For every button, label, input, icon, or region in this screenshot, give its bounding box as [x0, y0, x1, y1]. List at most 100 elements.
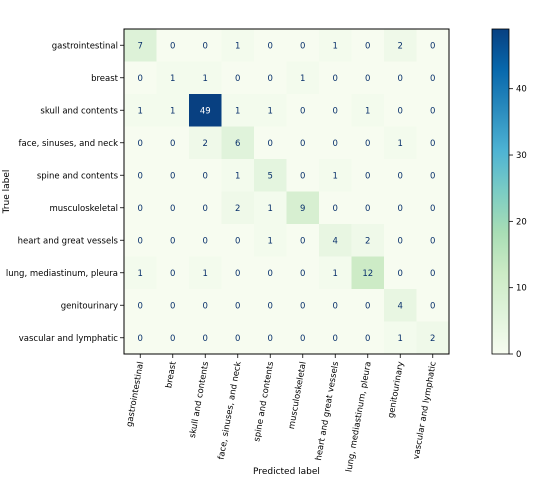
heatmap-cell — [384, 224, 417, 257]
cell-value: 0 — [138, 334, 143, 344]
cell-value: 0 — [333, 106, 338, 116]
heatmap-cell — [156, 61, 190, 95]
heatmap-cell — [254, 29, 287, 62]
cell-value: 0 — [138, 301, 143, 311]
y-tick-label: heart and great vessels — [18, 236, 119, 246]
cell-value: 0 — [268, 334, 273, 344]
heatmap-cell — [221, 61, 255, 95]
cell-value: 2 — [365, 236, 370, 246]
cell-value: 0 — [430, 171, 435, 181]
heatmap-cell — [221, 159, 255, 192]
heatmap-cell — [124, 159, 157, 192]
heatmap-cell — [156, 29, 190, 62]
cell-value: 0 — [235, 74, 240, 84]
heatmap-cell — [221, 256, 255, 290]
heatmap-cell — [351, 159, 385, 192]
cell-value: 1 — [203, 269, 208, 279]
heatmap-cell — [156, 94, 190, 127]
heatmap-cell — [351, 126, 385, 160]
y-tick-label: spine and contents — [37, 171, 119, 181]
cell-value: 0 — [138, 204, 143, 214]
heatmap-cell — [384, 321, 417, 355]
heatmap-cell — [189, 94, 222, 127]
heatmap-cell — [416, 61, 450, 95]
heatmap-cell — [221, 29, 255, 62]
cell-value: 0 — [203, 204, 208, 214]
y-tick-label: musculoskeletal — [50, 204, 119, 214]
heatmap-cell — [254, 191, 287, 225]
cell-value: 0 — [203, 334, 208, 344]
heatmap-cell — [384, 256, 417, 290]
cell-value: 0 — [203, 171, 208, 181]
cell-value: 0 — [235, 269, 240, 279]
cell-value: 0 — [170, 139, 175, 149]
heatmap-cell — [189, 126, 222, 160]
colorbar-tick-label: 30 — [516, 151, 527, 161]
cell-value: 9 — [300, 204, 305, 214]
heatmap-cell — [254, 61, 287, 95]
cell-value: 0 — [430, 236, 435, 246]
heatmap-cell — [319, 321, 352, 355]
heatmap-cell — [254, 256, 287, 290]
heatmap-cell — [416, 191, 450, 225]
y-tick-label: lung, mediastinum, pleura — [6, 269, 118, 279]
heatmap-cell — [416, 224, 450, 257]
cell-value: 2 — [203, 139, 208, 149]
cell-value: 0 — [300, 139, 305, 149]
cell-value: 0 — [333, 204, 338, 214]
heatmap-cell — [286, 321, 320, 355]
x-tick-label: musculoskeletal — [287, 361, 309, 430]
cell-value: 1 — [138, 106, 143, 116]
heatmap-cell — [384, 289, 417, 322]
heatmap-cell — [124, 224, 157, 257]
heatmap-cell — [189, 224, 222, 257]
heatmap-cell — [286, 126, 320, 160]
heatmap-cell — [351, 224, 385, 257]
cell-value: 6 — [235, 139, 240, 149]
cell-value: 0 — [398, 74, 403, 84]
cell-value: 1 — [170, 106, 175, 116]
cell-value: 0 — [398, 106, 403, 116]
colorbar — [491, 28, 510, 355]
heatmap-cell — [124, 256, 157, 290]
cell-value: 0 — [300, 269, 305, 279]
heatmap-cell — [254, 321, 287, 355]
heatmap-cell — [124, 191, 157, 225]
y-tick-label: skull and contents — [40, 106, 118, 116]
y-tick-label: face, sinuses, and neck — [19, 139, 119, 149]
heatmap-cell — [286, 289, 320, 322]
heatmap-cell — [189, 256, 222, 290]
heatmap-cell — [156, 159, 190, 192]
heatmap-cell — [124, 321, 157, 355]
cell-value: 2 — [398, 41, 403, 51]
heatmap-cell — [384, 94, 417, 127]
cell-value: 0 — [333, 334, 338, 344]
cell-value: 0 — [333, 301, 338, 311]
cell-value: 1 — [235, 106, 240, 116]
heatmap-cell — [416, 94, 450, 127]
heatmap-cell — [384, 126, 417, 160]
heatmap-cell — [351, 29, 385, 62]
cell-value: 4 — [333, 236, 338, 246]
cell-value: 0 — [138, 236, 143, 246]
cell-value: 1 — [398, 139, 403, 149]
heatmap-cell — [156, 224, 190, 257]
cell-value: 0 — [365, 334, 370, 344]
y-tick-label: vascular and lymphatic — [19, 334, 119, 344]
heatmap-cell — [156, 256, 190, 290]
heatmap-cell — [416, 29, 450, 62]
cell-value: 0 — [235, 334, 240, 344]
heatmap-cell — [221, 94, 255, 127]
cell-value: 1 — [170, 74, 175, 84]
cell-value: 0 — [430, 139, 435, 149]
heatmap-cell — [156, 289, 190, 322]
heatmap-cell — [124, 61, 157, 95]
cell-value: 0 — [430, 74, 435, 84]
y-tick-label: gastrointestinal — [52, 41, 118, 51]
heatmap-cell — [189, 321, 222, 355]
cell-value: 0 — [398, 236, 403, 246]
cell-value: 1 — [333, 269, 338, 279]
cell-value: 1 — [268, 106, 273, 116]
heatmap-cell — [384, 159, 417, 192]
